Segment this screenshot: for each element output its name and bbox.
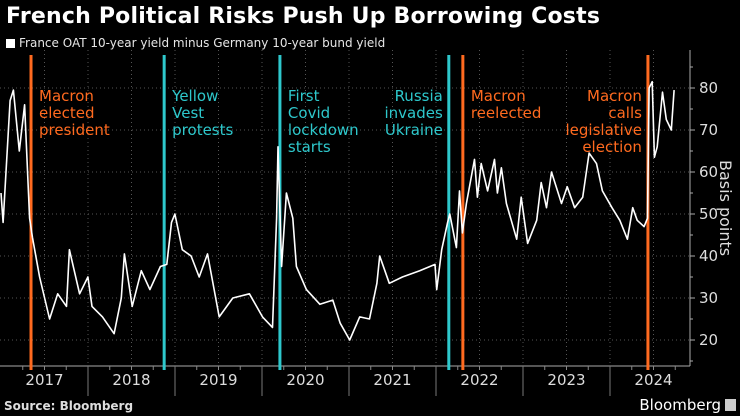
x-tick-label: 2020 (286, 371, 325, 389)
event-annotation: Macron reelected (470, 87, 542, 122)
y-tick-label: 50 (699, 205, 719, 223)
y-tick-label: 40 (699, 247, 719, 265)
brand-text: Bloomberg (639, 396, 721, 414)
legend: France OAT 10-year yield minus Germany 1… (6, 36, 385, 50)
y-tick-label: 60 (699, 163, 719, 181)
event-annotation: Yellow Vest protests (172, 87, 234, 139)
x-tick-label: 2024 (634, 371, 673, 389)
x-tick-label: 2019 (199, 371, 238, 389)
brand-logo: Bloomberg (639, 396, 736, 414)
chart-title: French Political Risks Push Up Borrowing… (6, 4, 601, 29)
event-annotation: Russia invades Ukraine (384, 87, 443, 139)
y-tick-label: 20 (699, 331, 719, 349)
spread-series-line (0, 80, 675, 341)
x-tick-label: 2021 (373, 371, 412, 389)
y-tick-label: 80 (699, 79, 719, 97)
event-annotation: Macron elected president (39, 87, 110, 139)
legend-label: France OAT 10-year yield minus Germany 1… (19, 36, 386, 50)
legend-swatch (6, 38, 15, 48)
y-tick-label: 30 (699, 289, 719, 307)
event-annotation: Macron calls legislative election (565, 87, 642, 156)
x-tick-label: 2023 (547, 371, 586, 389)
event-annotation: First Covid lockdown starts (287, 87, 359, 156)
x-tick-label: 2017 (25, 371, 64, 389)
y-axis-title: Basis points (716, 160, 735, 257)
x-tick-label: 2022 (460, 371, 499, 389)
source-note: Source: Bloomberg (4, 399, 134, 413)
y-tick-label: 70 (699, 121, 719, 139)
x-tick-label: 2018 (112, 371, 151, 389)
bloomberg-terminal-icon (725, 399, 736, 411)
